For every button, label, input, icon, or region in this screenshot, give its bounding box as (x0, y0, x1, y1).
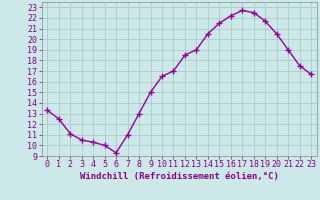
X-axis label: Windchill (Refroidissement éolien,°C): Windchill (Refroidissement éolien,°C) (80, 172, 279, 181)
